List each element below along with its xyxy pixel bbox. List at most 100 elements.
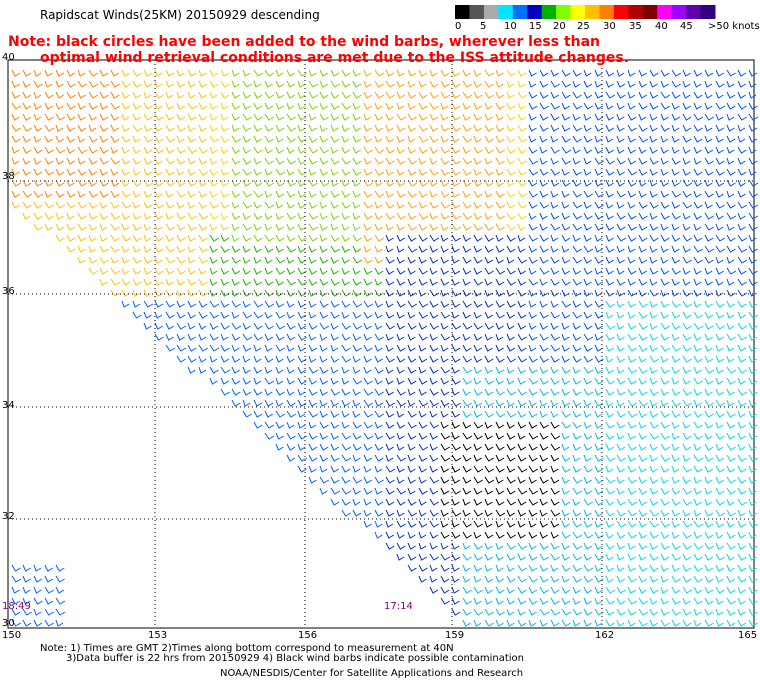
wind-barb [220, 102, 229, 110]
wind-barb [407, 520, 417, 528]
wind-barb [583, 619, 592, 627]
wind-barb [605, 245, 615, 253]
wind-barb [154, 256, 163, 264]
wind-barb [253, 245, 262, 253]
wind-barb [638, 355, 647, 363]
wind-barb [110, 223, 121, 231]
wind-barb [737, 157, 746, 165]
wind-barb [319, 267, 328, 275]
wind-barb [407, 179, 418, 187]
wind-barb [275, 377, 284, 385]
wind-barb [154, 234, 164, 242]
wind-barb [517, 168, 527, 176]
wind-barb [363, 520, 372, 528]
wind-barb [572, 278, 582, 286]
wind-barb [627, 388, 637, 396]
wind-barb [165, 267, 175, 275]
wind-barb [506, 157, 515, 165]
wind-barb [693, 322, 704, 330]
wind-barb [539, 388, 549, 396]
wind-barb [748, 267, 758, 275]
wind-barb [341, 102, 352, 110]
wind-barb [308, 212, 319, 220]
wind-barb [748, 366, 757, 374]
wind-barb [682, 124, 692, 132]
wind-barb [517, 553, 527, 561]
wind-barb [517, 432, 526, 440]
wind-barb [649, 179, 658, 187]
wind-barb [220, 267, 230, 275]
wind-barb [363, 399, 374, 407]
wind-barb [352, 113, 361, 121]
wind-barb [528, 443, 538, 451]
wind-barb [671, 179, 680, 187]
wind-barb [605, 542, 615, 550]
wind-barb [462, 575, 471, 583]
wind-barb [671, 465, 680, 473]
wind-barb [715, 124, 725, 132]
wind-barb [242, 355, 251, 363]
wind-barb [396, 256, 405, 264]
wind-barb [561, 201, 570, 209]
wind-barb [737, 553, 747, 561]
wind-barb [429, 223, 439, 231]
wind-barb [572, 91, 582, 99]
wind-barb [451, 520, 460, 528]
wind-barb [550, 520, 560, 528]
wind-barb [638, 311, 648, 319]
wind-barb [220, 179, 229, 187]
wind-barb [154, 168, 163, 176]
wind-barb [374, 333, 385, 341]
wind-barb [528, 201, 538, 209]
wind-barb [550, 278, 560, 286]
wind-barb [495, 498, 505, 506]
wind-barb [649, 498, 659, 506]
wind-barb [638, 157, 648, 165]
wind-barb [374, 69, 385, 77]
wind-barb [726, 124, 735, 132]
wind-barb [363, 465, 372, 473]
wind-barb [638, 586, 647, 594]
wind-barb [649, 190, 658, 198]
wind-barb [517, 322, 527, 330]
wind-barb [418, 421, 428, 429]
wind-barb [627, 311, 636, 319]
wind-barb [231, 366, 241, 374]
wind-barb [561, 498, 571, 506]
wind-barb [242, 267, 251, 275]
wind-barb [407, 399, 416, 407]
wind-barb [605, 476, 616, 484]
wind-barb [704, 333, 714, 341]
wind-barb [506, 311, 515, 319]
wind-barb [44, 212, 54, 220]
wind-barb [418, 399, 429, 407]
wind-barb [220, 256, 229, 264]
wind-barb [231, 201, 240, 209]
wind-barb [484, 146, 494, 154]
wind-barb [440, 333, 451, 341]
wind-barb [396, 553, 405, 561]
wind-barb [220, 333, 229, 341]
wind-barb [484, 443, 494, 451]
wind-barb [451, 575, 460, 583]
wind-barb [275, 135, 284, 143]
wind-barb [396, 179, 405, 187]
wind-barb [715, 509, 725, 517]
wind-barb [737, 421, 747, 429]
wind-barb [528, 168, 539, 176]
wind-barb [671, 289, 680, 297]
wind-barb [297, 322, 307, 330]
wind-barb [330, 322, 339, 330]
wind-barb [264, 135, 274, 143]
wind-barb [704, 443, 714, 451]
wind-barb [440, 311, 451, 319]
wind-barb [605, 322, 616, 330]
wind-barb [748, 333, 757, 341]
wind-barb [550, 289, 560, 297]
wind-barb [231, 124, 240, 132]
wind-barb [649, 168, 658, 176]
wind-barb [682, 256, 692, 264]
wind-barb [396, 146, 405, 154]
wind-barb [506, 366, 515, 374]
wind-barb [88, 168, 97, 176]
